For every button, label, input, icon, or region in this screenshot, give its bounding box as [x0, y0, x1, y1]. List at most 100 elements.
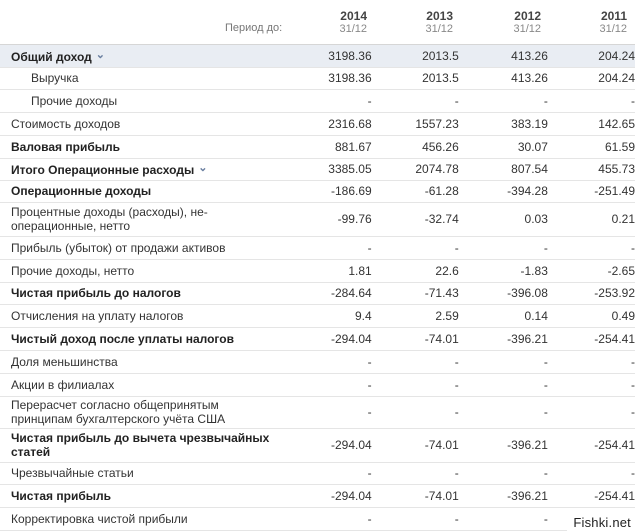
value-cell: 0.14: [458, 304, 548, 328]
value-cell: -: [458, 462, 548, 485]
row-label: Прочие доходы, нетто: [11, 263, 135, 278]
row-label-cell: Стоимость доходов: [0, 112, 284, 136]
year-column-2: 2012 31/12: [471, 9, 541, 36]
value-cell: 2.59: [371, 304, 459, 328]
value-cell: -2.65: [547, 259, 635, 283]
table-row[interactable]: Общий доход ⌄ 3198.36 2013.5 413.26 204.24: [0, 45, 635, 68]
row-label: Стоимость доходов: [11, 116, 121, 131]
row-label-cell: Чистый доход после уплаты налогов: [0, 327, 284, 351]
income-statement-table: Общий доход ⌄ 3198.36 2013.5 413.26 204.24 Выр…: [0, 45, 635, 531]
row-label: Акции в филиалах: [11, 377, 115, 392]
table-row: Отчисления на уплату налогов 9.4 2.59 0.14 0…: [0, 304, 635, 328]
value-cell: -: [458, 89, 548, 113]
value-cell: -: [458, 507, 548, 531]
value-cell: 142.65: [547, 112, 635, 136]
value-cell: 22.6: [371, 259, 459, 283]
value-cell: -251.49: [547, 180, 635, 203]
value-cell: 30.07: [458, 135, 548, 159]
value-cell: 3198.36: [283, 67, 372, 90]
value-cell: -: [547, 89, 635, 113]
value-cell: -: [547, 350, 635, 374]
row-label-cell: Отчисления на уплату налогов: [0, 304, 284, 328]
year-column-3: 2011 31/12: [557, 9, 627, 36]
table-row[interactable]: Итого Операционные расходы ⌄ 3385.05 2074.7…: [0, 158, 635, 181]
value-cell: -: [371, 507, 459, 531]
table-row: Корректировка чистой прибыли----: [0, 507, 635, 531]
value-cell: 881.67: [283, 135, 372, 159]
table-row: Чистая прибыль до вычета чрезвычайных ст…: [0, 428, 635, 463]
value-cell: -294.04: [283, 428, 372, 463]
row-label: Доля меньшинства: [11, 354, 118, 369]
table-row: Доля меньшинства - - - -: [0, 350, 635, 374]
value-cell: 456.26: [371, 135, 459, 159]
table-row: Чистый доход после уплаты налогов -294.04…: [0, 327, 635, 351]
row-label-cell: Общий доход ⌄: [0, 45, 284, 68]
year: 2014: [340, 9, 367, 23]
value-cell: -186.69: [283, 180, 372, 203]
row-label: Чистая прибыль: [11, 488, 111, 503]
value-cell: -253.92: [547, 282, 635, 305]
value-cell: 61.59: [547, 135, 635, 159]
value-cell: 413.26: [458, 45, 548, 68]
value-cell: -74.01: [371, 327, 459, 351]
row-label: Процентные доходы (расходы), не-операцио…: [11, 205, 208, 233]
value-cell: -: [458, 350, 548, 374]
value-cell: -: [547, 236, 635, 260]
table-row: Выручка 3198.36 2013.5 413.26 204.24: [0, 67, 635, 90]
value-cell: 204.24: [547, 67, 635, 90]
row-label-cell: Прочие доходы: [0, 89, 284, 113]
value-cell: 1.81: [283, 259, 372, 283]
row-label-cell: Прочие доходы, нетто: [0, 259, 284, 283]
table-row: Чистая прибыль -294.04 -74.01 -396.21 -254.4…: [0, 484, 635, 508]
value-cell: -: [283, 236, 372, 260]
value-cell: -: [547, 396, 635, 429]
row-label-cell: Выручка: [0, 67, 284, 90]
value-cell: -254.41: [547, 428, 635, 463]
row-label: Чрезвычайные статьи: [11, 466, 134, 480]
value-cell: -74.01: [371, 484, 459, 508]
value-cell: -74.01: [371, 428, 459, 463]
value-cell: -: [283, 373, 372, 397]
row-label: Операционные доходы: [11, 184, 152, 198]
value-cell: -61.28: [371, 180, 459, 203]
row-label: Валовая прибыль: [11, 139, 120, 154]
value-cell: -: [283, 396, 372, 429]
row-label-cell: Перерасчет согласно общепринятым принцип…: [0, 396, 284, 429]
year: 2011: [600, 9, 627, 23]
row-label-cell: Чистая прибыль: [0, 484, 284, 508]
table-row: Прочие доходы, нетто 1.81 22.6 -1.83 -2.65: [0, 259, 635, 283]
value-cell: -254.41: [547, 327, 635, 351]
chevron-down-icon[interactable]: ⌄: [198, 162, 208, 174]
year-date: 31/12: [599, 23, 627, 35]
row-label-cell: Прибыль (убыток) от продажи активов: [0, 236, 284, 260]
value-cell: -396.21: [458, 428, 548, 463]
value-cell: -394.28: [458, 180, 548, 203]
year: 2013: [426, 9, 453, 23]
year-date: 31/12: [513, 23, 541, 35]
row-label-cell: Чистая прибыль до налогов: [0, 282, 284, 305]
value-cell: 0.03: [458, 202, 548, 237]
value-cell: -: [371, 350, 459, 374]
value-cell: -: [371, 236, 459, 260]
table-row: Валовая прибыль 881.67 456.26 30.07 61.59: [0, 135, 635, 159]
value-cell: 0.21: [547, 202, 635, 237]
row-label-cell: Операционные доходы: [0, 180, 284, 203]
row-label: Перерасчет согласно общепринятым принцип…: [11, 398, 226, 426]
row-label: Отчисления на уплату налогов: [11, 308, 184, 323]
value-cell: -: [371, 462, 459, 485]
value-cell: 455.73: [547, 158, 635, 181]
value-cell: -396.21: [458, 327, 548, 351]
row-label-cell: Акции в филиалах: [0, 373, 284, 397]
value-cell: -: [547, 373, 635, 397]
value-cell: -: [283, 89, 372, 113]
value-cell: -99.76: [283, 202, 372, 237]
year: 2012: [514, 9, 541, 23]
value-cell: -254.41: [547, 484, 635, 508]
value-cell: -32.74: [371, 202, 459, 237]
table-row: Перерасчет согласно общепринятым принцип…: [0, 396, 635, 429]
chevron-down-icon[interactable]: ⌄: [95, 48, 105, 61]
table-header: Период до: 2014 31/12 2013 31/12 2012 31…: [0, 0, 635, 45]
value-cell: -: [283, 350, 372, 374]
value-cell: 2316.68: [283, 112, 372, 136]
row-label-cell: Валовая прибыль: [0, 135, 284, 159]
